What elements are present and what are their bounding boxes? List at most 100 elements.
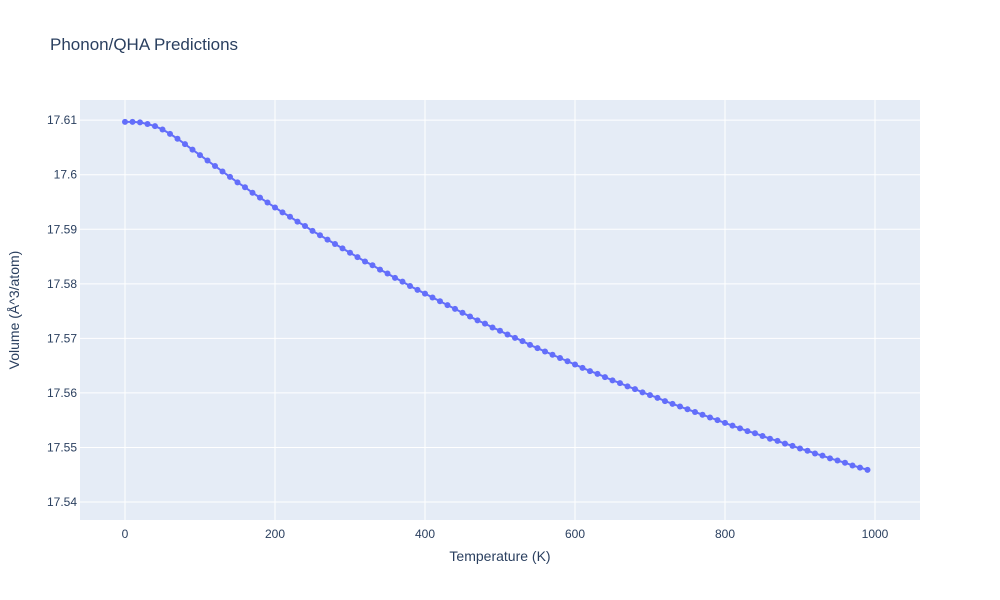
data-point (257, 194, 263, 201)
data-point (324, 236, 331, 243)
data-point (774, 437, 781, 444)
data-point (707, 414, 713, 421)
y-tick-label: 17.54 (47, 495, 77, 509)
data-point (557, 355, 563, 361)
y-tick-label: 17.6 (54, 168, 78, 182)
data-point (167, 130, 173, 137)
data-point (714, 417, 721, 424)
data-point (864, 466, 871, 473)
data-point (294, 218, 301, 225)
data-point (632, 386, 638, 393)
data-point (317, 232, 323, 239)
data-point (542, 348, 548, 355)
data-point (354, 254, 361, 261)
y-tick-label: 17.61 (47, 113, 77, 127)
data-point (692, 409, 698, 415)
data-point (842, 459, 848, 466)
data-point (399, 278, 406, 285)
data-point (834, 457, 841, 464)
data-point (242, 184, 248, 191)
data-point (369, 262, 376, 269)
data-point (152, 123, 158, 130)
data-point (647, 392, 653, 399)
data-point (272, 204, 278, 211)
data-point (452, 305, 458, 312)
x-tick-label: 200 (265, 527, 285, 541)
data-point (459, 309, 466, 316)
data-point (609, 377, 616, 384)
data-point (617, 380, 623, 387)
y-tick-label: 17.55 (47, 440, 77, 454)
data-point (264, 199, 271, 206)
data-point (497, 327, 503, 334)
data-point (234, 179, 241, 186)
data-point (564, 358, 571, 365)
data-point (249, 189, 256, 196)
y-tick-label: 17.58 (47, 277, 77, 291)
data-point (144, 121, 151, 127)
data-point (204, 157, 211, 164)
data-point (677, 403, 683, 410)
y-tick-label: 17.59 (47, 222, 77, 236)
series-line (125, 120, 868, 471)
data-point (602, 374, 608, 381)
grid-lines (80, 100, 920, 520)
y-tick-label: 17.57 (47, 331, 77, 345)
data-point (287, 213, 293, 220)
data-point (827, 455, 833, 462)
data-point (197, 152, 203, 159)
data-point (782, 440, 788, 447)
data-point (437, 298, 443, 305)
data-point (332, 241, 338, 247)
data-point (639, 389, 646, 396)
data-point (534, 345, 541, 352)
data-point (812, 450, 818, 457)
data-point (347, 249, 353, 256)
data-point (474, 317, 481, 324)
data-point (407, 283, 413, 289)
data-point (819, 452, 826, 459)
x-tick-label: 800 (715, 527, 735, 541)
data-point (744, 428, 751, 435)
data-point (174, 135, 181, 142)
data-point (849, 462, 856, 469)
data-point (279, 209, 286, 216)
data-point (129, 118, 136, 125)
x-axis-ticks: 0 200 400 600 800 1000 (122, 527, 889, 541)
y-axis-ticks: 17.54 17.55 17.56 17.57 17.58 17.59 17.6 17.61 (47, 113, 77, 509)
data-point (729, 422, 736, 429)
data-point (737, 425, 743, 432)
data-point (767, 435, 773, 442)
series-volume (122, 118, 871, 473)
data-point (302, 223, 308, 229)
data-point (752, 430, 758, 437)
data-point (482, 320, 488, 327)
data-point (579, 364, 586, 371)
data-point (684, 406, 691, 413)
data-point (572, 361, 578, 368)
data-point (309, 227, 316, 234)
data-point (182, 141, 188, 148)
data-point (669, 400, 676, 407)
x-tick-label: 600 (565, 527, 585, 541)
data-point (122, 118, 128, 125)
data-point (219, 168, 226, 175)
y-tick-label: 17.56 (47, 386, 77, 400)
data-point (587, 368, 593, 375)
data-point (624, 383, 631, 390)
x-tick-label: 400 (415, 527, 435, 541)
data-point (519, 338, 526, 345)
data-point (377, 266, 383, 273)
data-point (789, 442, 796, 449)
data-point (549, 351, 556, 358)
data-point (429, 294, 436, 301)
data-point (392, 274, 398, 281)
data-point (137, 119, 143, 126)
data-point (527, 341, 533, 348)
x-tick-label: 1000 (862, 527, 889, 541)
data-point (159, 126, 166, 133)
x-tick-label: 0 (122, 527, 129, 541)
data-point (699, 411, 706, 418)
data-point (362, 258, 368, 265)
